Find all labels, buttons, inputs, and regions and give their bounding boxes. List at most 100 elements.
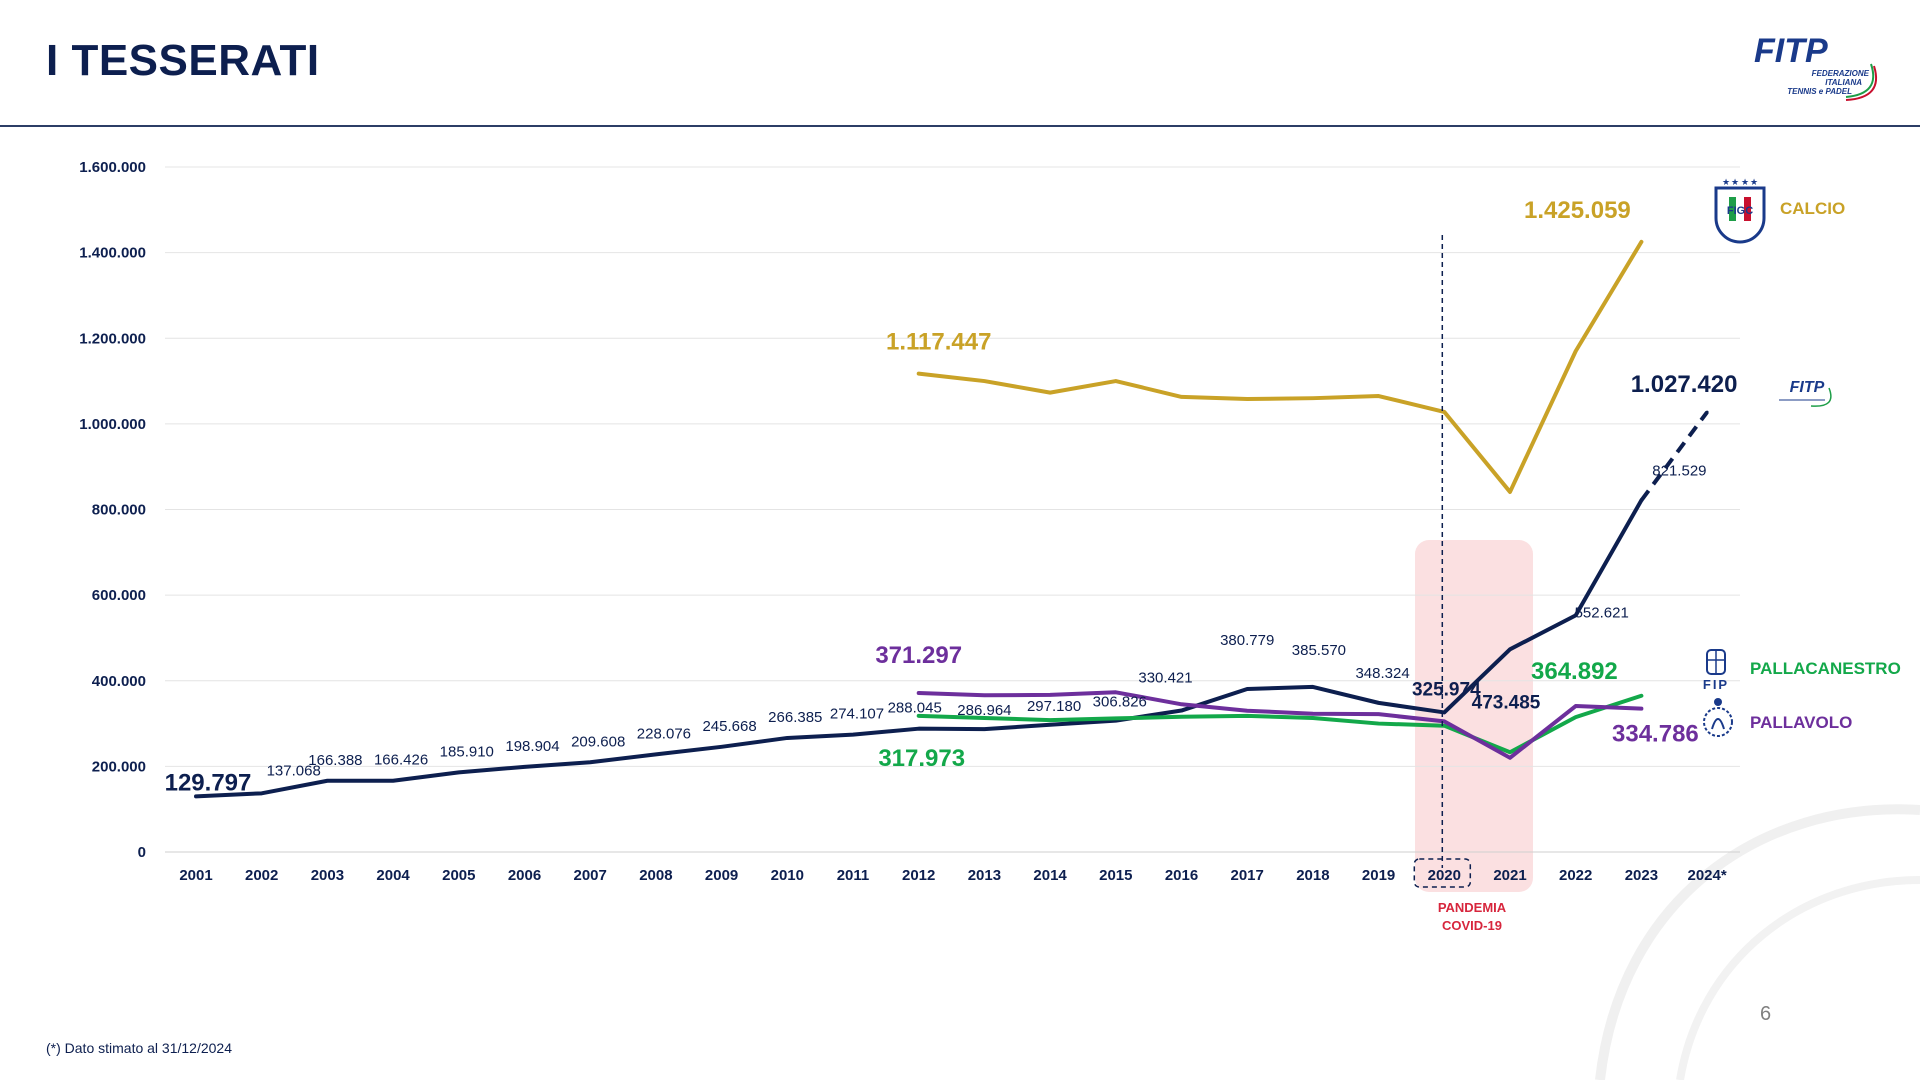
pandemic-label: PANDEMIA	[1438, 900, 1507, 915]
svg-text:FITP: FITP	[1790, 379, 1825, 396]
x-tick-label: 2013	[968, 867, 1001, 884]
data-label-fitp: 552.621	[1575, 604, 1629, 621]
data-point-fitp	[1705, 410, 1709, 414]
fitp-logo-icon: FITP	[1779, 379, 1832, 407]
fitp-logo-sub-2: ITALIANA	[1825, 78, 1862, 87]
data-point-calcio	[1311, 396, 1315, 400]
data-label-fitp: 266.385	[768, 709, 822, 726]
x-tick-label: 2004	[376, 867, 410, 884]
header-divider	[0, 125, 1920, 127]
x-tick-label: 2010	[771, 867, 804, 884]
fitp-logo: FITP FEDERAZIONE ITALIANA TENNIS e PADEL	[1754, 32, 1877, 101]
data-label-fitp: 288.045	[888, 700, 942, 717]
x-tick-label: 2014	[1033, 867, 1067, 884]
y-tick-label: 800.000	[92, 502, 146, 519]
data-point-pallavolo	[1574, 704, 1578, 708]
data-point-calcio	[1639, 240, 1643, 244]
data-label-pallavolo: 371.297	[875, 642, 962, 669]
svg-text:★: ★	[1731, 177, 1739, 187]
data-point-pallacanestro	[982, 716, 986, 720]
x-tick-label: 2020	[1428, 867, 1461, 884]
data-point-pallacanestro	[917, 714, 921, 718]
legend-label-pallavolo: PALLAVOLO	[1750, 713, 1852, 732]
data-point-fitp	[1180, 709, 1183, 713]
x-tick-label: 2016	[1165, 867, 1198, 884]
x-tick-label: 2018	[1296, 867, 1329, 884]
data-point-fitp	[1311, 685, 1315, 689]
x-tick-label: 2022	[1559, 867, 1592, 884]
x-tick-label: 2019	[1362, 867, 1395, 884]
legend-label-pallacanestro: PALLACANESTRO	[1750, 659, 1901, 678]
y-tick-label: 200.000	[92, 758, 146, 775]
y-tick-label: 400.000	[92, 673, 146, 690]
data-point-calcio	[917, 372, 921, 376]
data-point-fitp	[260, 791, 264, 795]
data-point-fitp	[1377, 701, 1381, 705]
data-point-fitp	[1574, 613, 1578, 617]
x-tick-label: 2009	[705, 867, 738, 884]
data-label-fitp: 274.107	[830, 706, 884, 723]
data-point-fitp	[391, 779, 395, 783]
pandemic-label: COVID-19	[1442, 918, 1502, 933]
data-point-calcio	[1180, 395, 1183, 399]
data-point-fitp	[1442, 710, 1446, 714]
x-tick-label: 2001	[179, 867, 212, 884]
data-label-fitp: 185.910	[440, 743, 494, 760]
data-point-pallavolo	[1114, 690, 1118, 694]
x-tick-label: 2017	[1231, 867, 1264, 884]
data-point-pallacanestro	[1377, 722, 1381, 726]
y-tick-label: 0	[138, 844, 146, 861]
data-point-pallacanestro	[1180, 715, 1183, 719]
data-point-calcio	[1442, 410, 1446, 414]
data-point-fitp	[1508, 647, 1512, 651]
decorative-arc	[1595, 804, 1920, 1080]
figc-logo-icon: FIGC★ ★ ★ ★	[1714, 177, 1766, 244]
data-label-calcio: 1.425.059	[1524, 197, 1631, 224]
x-tick-label: 2012	[902, 867, 935, 884]
x-tick-label: 2002	[245, 867, 278, 884]
data-point-pallavolo	[1311, 712, 1315, 716]
data-point-pallacanestro	[1114, 716, 1118, 720]
data-label-fitp: 473.485	[1472, 692, 1541, 713]
data-point-calcio	[1114, 379, 1118, 383]
legend-label-calcio: CALCIO	[1780, 199, 1845, 218]
data-point-calcio	[982, 379, 986, 383]
series-line-calcio	[916, 239, 1644, 494]
data-label-pallacanestro: 317.973	[878, 745, 965, 772]
y-tick-label: 1.200.000	[79, 330, 146, 347]
data-label-fitp: 137.068	[267, 762, 321, 779]
data-point-fitp	[457, 770, 461, 774]
svg-text:★: ★	[1722, 177, 1730, 187]
page-number: 6	[1760, 1003, 1772, 1025]
fitp-logo-sub-1: FEDERAZIONE	[1812, 69, 1870, 78]
data-point-calcio	[1574, 349, 1578, 353]
data-point-fitp	[194, 794, 198, 798]
data-point-calcio	[1245, 397, 1249, 401]
data-label-fitp: 129.797	[165, 769, 252, 796]
data-label-fitp: 166.426	[374, 752, 428, 769]
svg-text:★: ★	[1750, 177, 1758, 187]
data-point-pallacanestro	[1574, 715, 1578, 719]
data-point-pallavolo	[1048, 693, 1052, 697]
x-tick-label: 2008	[639, 867, 672, 884]
data-point-pallavolo	[1180, 702, 1183, 706]
year-2020-highlight-box	[1413, 858, 1472, 888]
data-point-calcio	[1048, 391, 1052, 395]
series-line-pallavolo	[916, 690, 1644, 760]
data-label-fitp: 385.570	[1292, 642, 1346, 659]
svg-text:★: ★	[1741, 177, 1749, 187]
data-label-fitp: 348.324	[1355, 665, 1409, 682]
data-point-fitp	[982, 727, 986, 731]
data-point-fitp	[1639, 498, 1643, 502]
data-point-fitp	[720, 745, 724, 749]
data-point-fitp	[325, 779, 329, 783]
data-point-pallavolo	[1639, 707, 1643, 711]
data-label-fitp: 286.964	[957, 702, 1011, 719]
data-point-calcio	[1508, 490, 1512, 494]
pandemic-band	[1415, 540, 1533, 892]
data-label-fitp: 245.668	[702, 718, 756, 735]
data-point-pallavolo	[917, 691, 921, 695]
data-point-fitp	[1245, 687, 1249, 691]
data-point-fitp	[917, 727, 921, 731]
